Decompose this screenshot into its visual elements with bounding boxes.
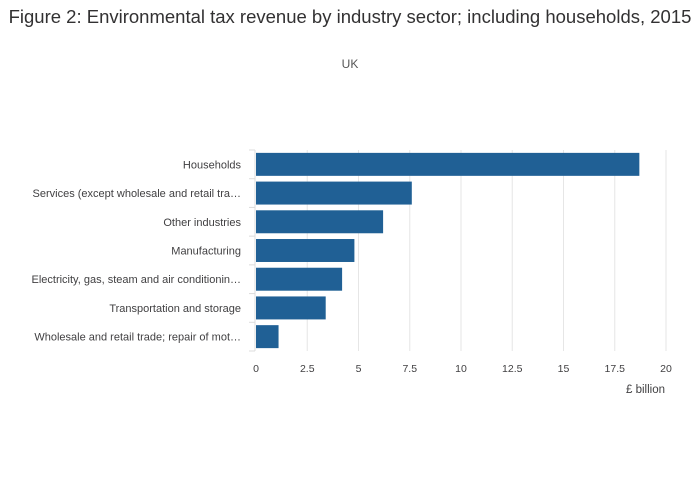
x-tick-label: 17.5 [605,363,626,375]
x-tick-label: 5 [356,363,362,375]
x-tick-label: 0 [253,363,259,375]
x-tick-label: 15 [558,363,570,375]
chart-title: Figure 2: Environmental tax revenue by i… [8,6,692,27]
bar[interactable] [256,325,279,349]
category-label: Other industries [163,217,241,229]
bar[interactable] [256,152,640,176]
x-tick-label: 12.5 [502,363,523,375]
x-tick-label: 10 [455,363,467,375]
x-tick-label: 7.5 [402,363,417,375]
x-tick-label: 20 [660,363,672,375]
category-label: Wholesale and retail trade; repair of mo… [34,332,241,344]
x-tick-label: 2.5 [300,363,315,375]
bar[interactable] [256,210,384,234]
category-label: Electricity, gas, steam and air conditio… [32,274,242,286]
bar[interactable] [256,296,326,320]
category-label: Services (except wholesale and retail tr… [33,188,241,200]
chart-subtitle: UK [341,57,359,71]
bar[interactable] [256,239,355,262]
category-label: Manufacturing [171,246,241,258]
category-label: Transportation and storage [109,303,241,315]
bar[interactable] [256,181,412,205]
category-label: Households [183,159,242,171]
x-axis-title: £ billion [626,384,665,396]
bar[interactable] [256,267,343,291]
